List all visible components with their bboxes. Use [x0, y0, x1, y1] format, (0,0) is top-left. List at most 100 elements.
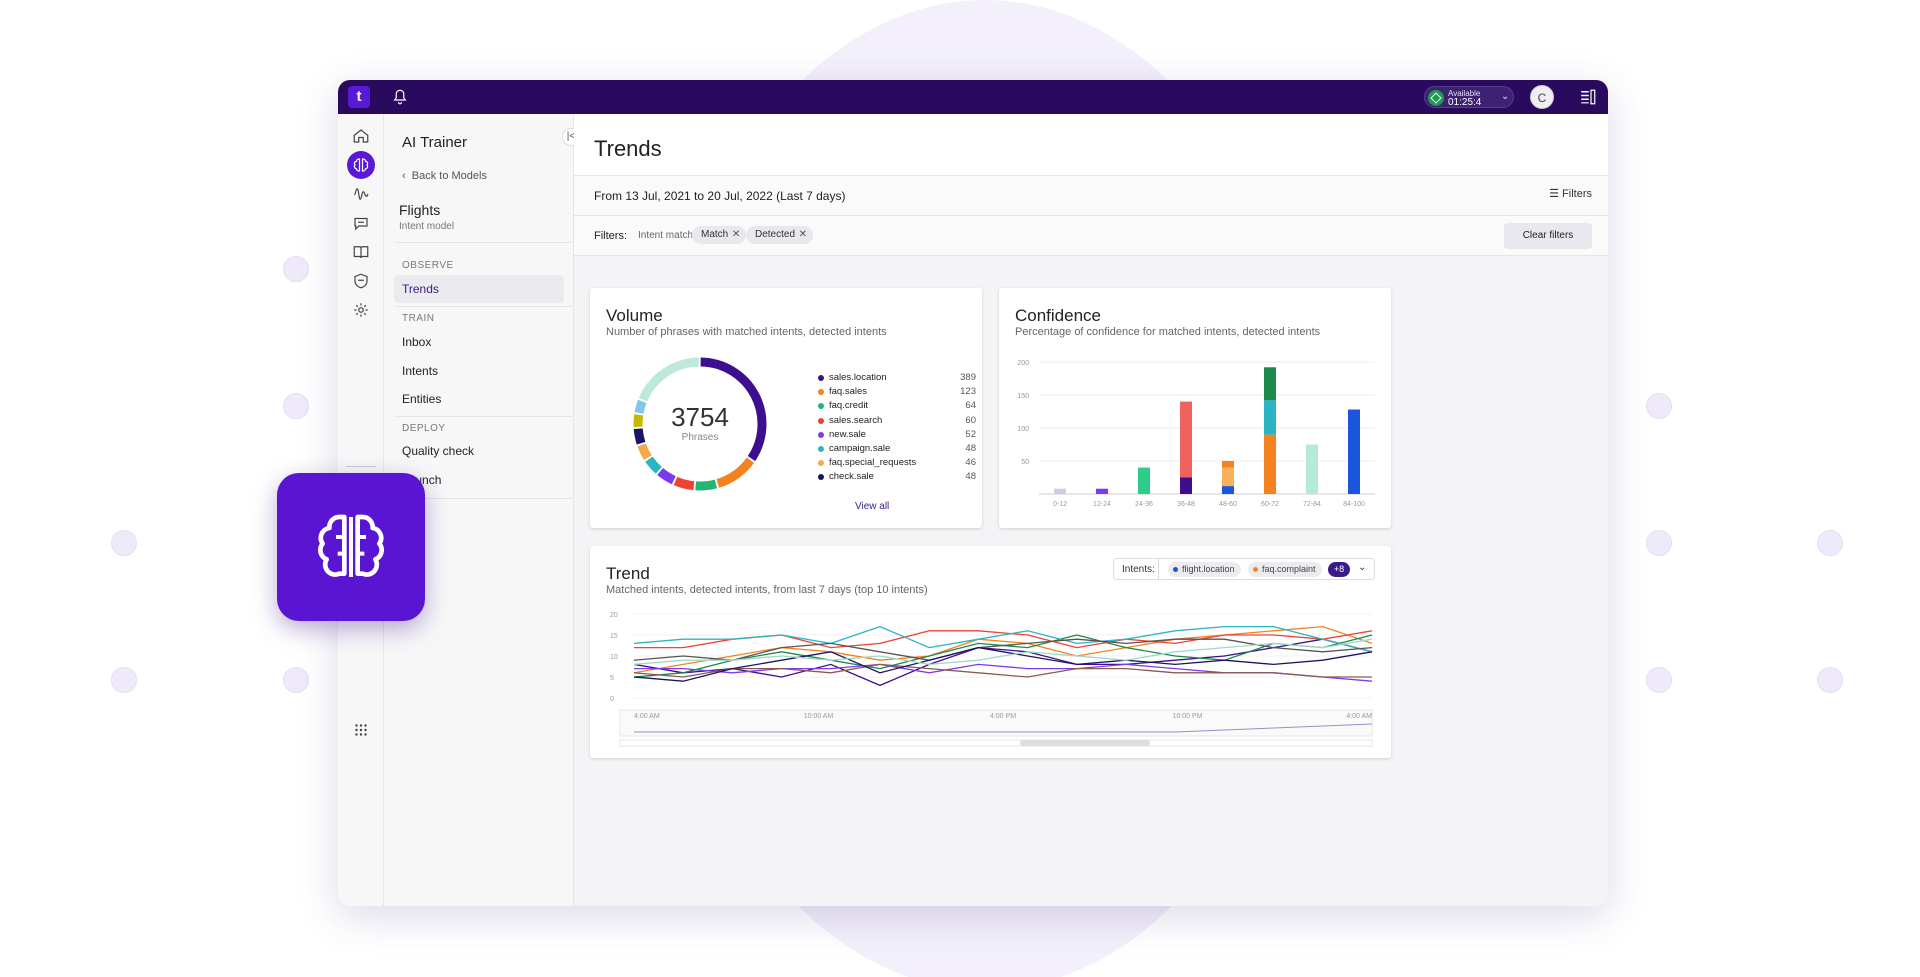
nav-divider — [394, 242, 574, 243]
donut-slice-faq-credit — [695, 479, 718, 491]
chip-label: Match — [701, 229, 729, 240]
x-tick-label: 4:00 PM — [990, 713, 1016, 720]
trend-subtitle: Matched intents, detected intents, from … — [606, 584, 928, 596]
app-logo[interactable]: t — [348, 86, 370, 108]
volume-title: Volume — [606, 306, 663, 325]
view-all-link[interactable]: View all — [855, 501, 890, 512]
dot-icon — [1173, 567, 1178, 572]
legend-value: 48 — [965, 471, 976, 483]
navigator-scrollbar — [1020, 740, 1150, 746]
legend-value: 64 — [965, 400, 976, 412]
legend-label: sales.search — [829, 414, 883, 426]
y-tick-label: 50 — [1021, 459, 1029, 466]
x-tick-label: 36-48 — [1177, 501, 1195, 508]
shield-icon[interactable] — [347, 267, 375, 295]
section-observe: OBSERVE — [402, 260, 454, 271]
close-icon[interactable]: ✕ — [798, 229, 808, 240]
legend-dot-icon — [818, 446, 824, 452]
filters-button[interactable]: ☰ Filters — [1549, 187, 1592, 200]
legend-value: 123 — [960, 386, 976, 398]
section-deploy: DEPLOY — [402, 423, 446, 434]
intents-divider — [1158, 559, 1159, 579]
brain-icon — [318, 514, 384, 577]
bar-segment — [1222, 467, 1234, 487]
decor-dot — [283, 393, 309, 419]
analytics-icon[interactable] — [347, 180, 375, 208]
intent-chip-faq-complaint[interactable]: faq.complaint — [1248, 562, 1322, 577]
settings-icon[interactable] — [347, 296, 375, 324]
legend-label: new.sale — [829, 428, 866, 440]
filter-chip-detected[interactable]: Detected ✕ — [746, 226, 814, 244]
model-type: Intent model — [399, 221, 455, 232]
bar-segment — [1096, 488, 1108, 494]
availability-status[interactable]: Available 01:25:4 ⌄ — [1424, 86, 1514, 108]
apps-panel-icon[interactable] — [1579, 88, 1597, 106]
date-range[interactable]: From 13 Jul, 2021 to 20 Jul, 2022 (Last … — [594, 189, 846, 203]
decor-dot — [111, 667, 137, 693]
ai-trainer-app-tile — [277, 473, 425, 621]
ai-trainer-icon[interactable] — [347, 151, 375, 179]
main-content: Trends From 13 Jul, 2021 to 20 Jul, 2022… — [574, 114, 1608, 906]
more-intents-badge[interactable]: +8 — [1328, 562, 1350, 577]
confidence-bar-chart: 50 100 150 200 0-12 12-24 24-36 36-48 48-60 60-72… — [1017, 360, 1375, 508]
intent-chip-flight-location[interactable]: flight.location — [1168, 562, 1241, 577]
nav-item-quality-check[interactable]: Quality check — [402, 444, 475, 458]
intents-selector[interactable]: Intents: flight.location faq.complaint +… — [1113, 558, 1375, 580]
x-tick-label: 60-72 — [1261, 501, 1279, 508]
nav-title: AI Trainer — [402, 134, 468, 151]
x-tick-label: 24-36 — [1135, 501, 1153, 508]
trend-series-line — [633, 646, 1373, 682]
legend-label: faq.special_requests — [829, 457, 917, 469]
bell-icon[interactable] — [391, 88, 409, 106]
avatar[interactable]: C — [1530, 85, 1554, 109]
donut-slice-other — [633, 414, 644, 428]
decor-dot — [283, 256, 309, 282]
conversations-icon[interactable] — [347, 209, 375, 237]
donut-slice-check-sale — [633, 428, 646, 445]
chip-label: Detected — [755, 229, 796, 240]
date-range-bar: From 13 Jul, 2021 to 20 Jul, 2022 (Last … — [574, 176, 1608, 216]
filter-chip-match[interactable]: Match ✕ — [692, 226, 747, 244]
back-to-models-link[interactable]: ‹ Back to Models — [402, 170, 487, 182]
apps-grid-icon[interactable] — [347, 716, 375, 744]
bar-segment — [1348, 409, 1360, 494]
chevron-down-icon[interactable]: ⌄ — [1358, 562, 1367, 573]
bar-segment — [1264, 434, 1276, 494]
donut-center: 3754 Phrases — [630, 354, 770, 494]
nav-item-entities[interactable]: Entities — [402, 392, 442, 406]
section-train: TRAIN — [402, 313, 435, 324]
knowledge-book-icon[interactable] — [347, 238, 375, 266]
filter-icon: ☰ — [1549, 188, 1563, 200]
donut-slice-sales-location — [700, 357, 767, 462]
status-available-icon — [1428, 90, 1444, 106]
rail-divider — [346, 466, 376, 467]
legend-label: faq.credit — [829, 400, 869, 412]
trend-series-line — [633, 625, 1373, 674]
top-bar: t Available 01:25:4 ⌄ C — [338, 80, 1608, 114]
y-tick-label: 200 — [1017, 360, 1029, 367]
legend-dot-icon — [818, 431, 824, 438]
y-tick-label: 10 — [610, 654, 618, 661]
nav-item-trends[interactable]: Trends — [394, 275, 564, 303]
legend-value: 60 — [965, 414, 976, 426]
bar-segment — [1222, 461, 1234, 468]
decor-dot — [283, 667, 309, 693]
x-tick-label: 84-100 — [1343, 501, 1365, 508]
nav-item-intents[interactable]: Intents — [402, 364, 439, 378]
legend-label: faq.sales — [829, 386, 868, 398]
donut-slice-faq-sales — [716, 457, 755, 488]
bar-segment — [1222, 486, 1234, 494]
total-phrases-value: 3754 — [671, 402, 729, 432]
clear-filters-button[interactable]: Clear filters — [1504, 223, 1592, 249]
x-tick-label: 12-24 — [1093, 501, 1111, 508]
filters-button-label: Filters — [1562, 188, 1592, 200]
bar-segment — [1138, 467, 1150, 494]
model-name: Flights — [399, 202, 441, 218]
legend-dot-icon — [818, 389, 824, 396]
close-icon[interactable]: ✕ — [731, 229, 741, 240]
intents-label: Intents: — [1122, 564, 1155, 575]
back-label: Back to Models — [411, 170, 487, 182]
home-icon[interactable] — [347, 122, 375, 150]
volume-donut-chart — [633, 357, 767, 491]
nav-item-inbox[interactable]: Inbox — [402, 335, 432, 349]
